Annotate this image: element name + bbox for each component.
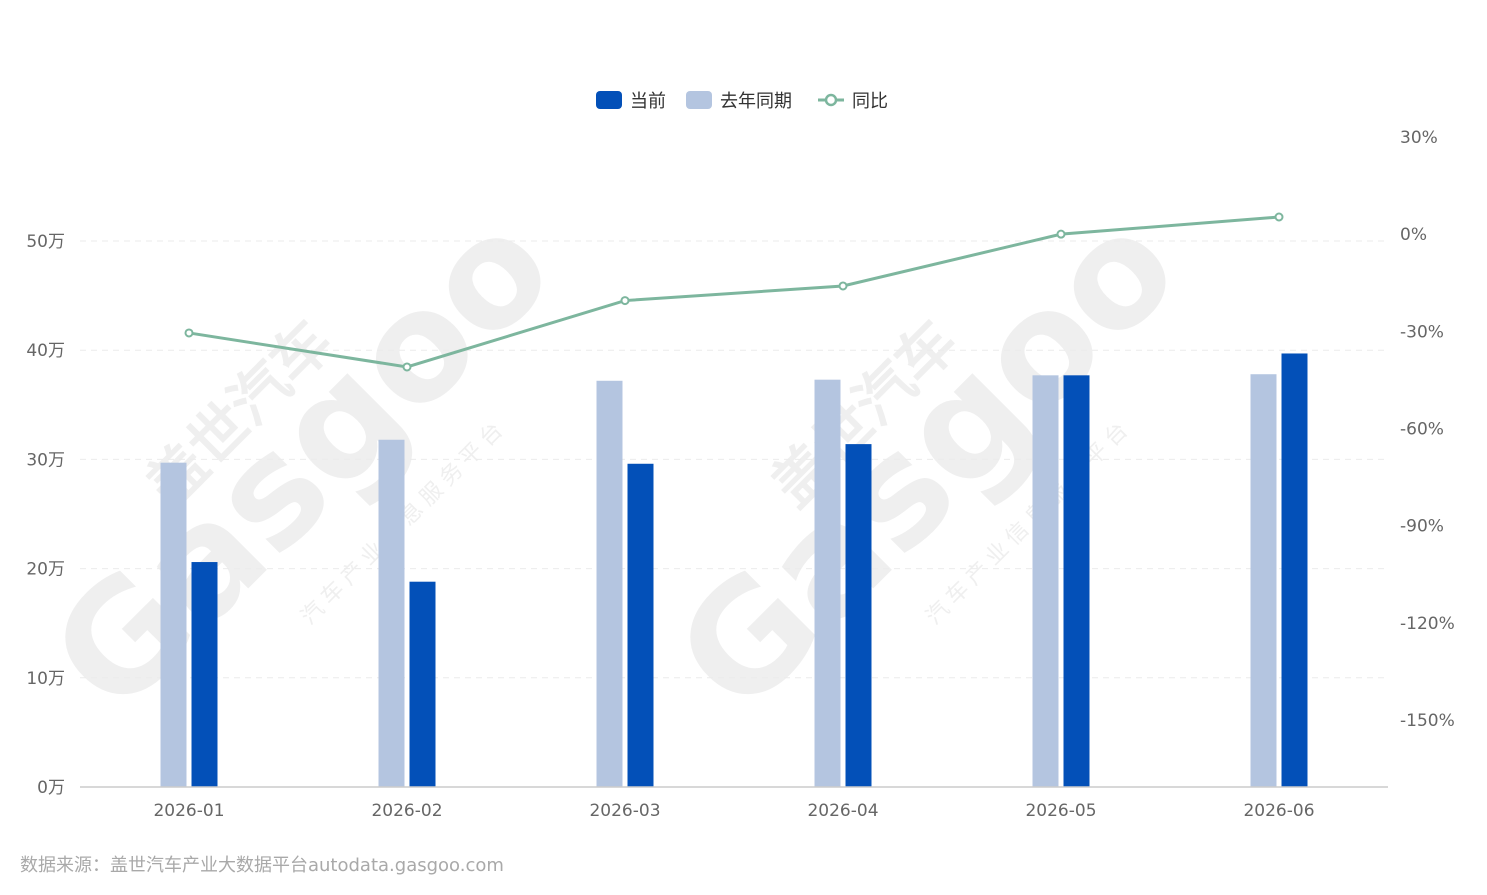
legend-label: 去年同期 [720, 91, 792, 112]
yoy-point [1056, 229, 1066, 239]
legend-item[interactable]: 去年同期 [686, 91, 792, 112]
right-tick-label: -60% [1400, 420, 1444, 440]
bar-last-year [814, 379, 841, 787]
x-tick-label: 2026-01 [153, 801, 224, 821]
left-tick-label: 40万 [26, 341, 65, 361]
yoy-point [838, 281, 848, 291]
yoy-point [402, 362, 412, 372]
watermark-logo: Gasgoo [644, 179, 1210, 745]
x-tick-label: 2026-04 [807, 801, 878, 821]
yoy-line [188, 215, 1280, 369]
legend: 当前 去年同期 同比 [596, 91, 888, 112]
line-layer [184, 212, 1284, 372]
bar-current [1063, 375, 1090, 787]
grid-lines [80, 240, 1388, 679]
bar-current [627, 463, 654, 787]
legend-label: 当前 [630, 91, 666, 112]
bar-last-year [378, 439, 405, 787]
left-tick-label: 0万 [37, 778, 65, 798]
bar-current [191, 562, 218, 787]
x-tick-label: 2026-06 [1243, 801, 1314, 821]
bar-current [845, 444, 872, 787]
right-tick-label: -30% [1400, 322, 1444, 342]
legend-swatch [686, 91, 712, 109]
bar-current [1281, 353, 1308, 787]
bar-last-year [1032, 375, 1059, 787]
source-note: 数据来源：盖世汽车产业大数据平台autodata.gasgoo.com [20, 855, 504, 876]
right-tick-label: 0% [1400, 225, 1427, 245]
left-tick-label: 50万 [26, 232, 65, 252]
bar-last-year [596, 380, 623, 787]
bar-current [409, 581, 436, 787]
left-tick-label: 30万 [26, 450, 65, 470]
left-tick-label: 10万 [26, 669, 65, 689]
bar-layer [160, 353, 1308, 787]
legend-swatch [596, 91, 622, 109]
legend-item[interactable]: 同比 [818, 91, 888, 112]
legend-swatch-marker [824, 93, 838, 107]
yoy-point [184, 328, 194, 338]
axes: 0万 10万 20万 30万 40万 50万 -150% -120% -90% -60% -30% 0… [26, 128, 1454, 821]
legend-item[interactable]: 当前 [596, 91, 666, 112]
yoy-point [1274, 212, 1284, 222]
bar-last-year [1250, 374, 1277, 787]
x-tick-label: 2026-03 [589, 801, 660, 821]
right-tick-label: -150% [1400, 711, 1455, 731]
right-tick-label: -120% [1400, 614, 1455, 634]
left-tick-label: 20万 [26, 560, 65, 580]
legend-label: 同比 [852, 91, 888, 112]
bar-last-year [160, 462, 187, 787]
x-tick-label: 2026-02 [371, 801, 442, 821]
right-tick-label: -90% [1400, 517, 1444, 537]
x-tick-label: 2026-05 [1025, 801, 1096, 821]
right-tick-label: 30% [1400, 128, 1438, 148]
yoy-point [620, 296, 630, 306]
watermark-logo: Gasgoo [19, 179, 585, 745]
